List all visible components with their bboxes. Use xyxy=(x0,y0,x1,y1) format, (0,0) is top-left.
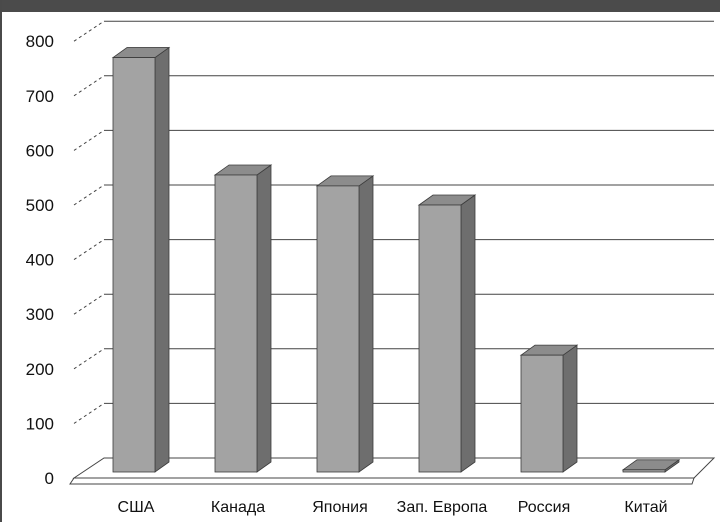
gridline-diagonal xyxy=(73,20,105,42)
bar-side xyxy=(154,46,170,473)
bar-side xyxy=(358,175,374,473)
y-tick-label: 400 xyxy=(26,251,54,270)
x-tick-label: Канада xyxy=(211,499,265,516)
y-tick-label: 100 xyxy=(26,414,54,433)
bar xyxy=(418,204,462,473)
bar xyxy=(112,57,156,473)
x-tick-label: Россия xyxy=(518,499,570,516)
y-axis-ticks: 0 100 200 300 400 500 600 700 800 xyxy=(26,32,54,488)
y-tick-label: 800 xyxy=(26,32,54,51)
chart-top-bar xyxy=(2,0,720,12)
x-tick-label: Китай xyxy=(624,499,667,516)
y-tick-label: 0 xyxy=(45,469,54,488)
bars xyxy=(111,46,681,473)
gridline-diagonal xyxy=(73,75,105,97)
y-tick-label: 700 xyxy=(26,87,54,106)
bar xyxy=(520,354,564,473)
y-tick-label: 500 xyxy=(26,196,54,215)
gridline-diagonal xyxy=(73,129,105,151)
gridline-diagonal xyxy=(73,184,105,206)
y-tick-label: 200 xyxy=(26,360,54,379)
x-tick-label: Зап. Европа xyxy=(397,499,488,516)
bar-side xyxy=(460,194,476,473)
bar xyxy=(316,185,360,473)
x-tick-label: Япония xyxy=(312,499,368,516)
x-axis-ticks: США Канада Япония Зап. Европа Россия Китай xyxy=(118,499,668,516)
gridline-diagonal xyxy=(73,239,105,261)
gridlines xyxy=(73,20,714,424)
floor-top xyxy=(72,457,716,479)
bar xyxy=(214,174,258,473)
gridline-diagonal xyxy=(73,348,105,370)
gridline-diagonal xyxy=(73,402,105,424)
floor-front xyxy=(69,477,695,485)
y-tick-label: 600 xyxy=(26,141,54,160)
bar xyxy=(622,469,666,473)
x-tick-label: США xyxy=(118,499,155,516)
bar-side xyxy=(562,344,578,473)
y-tick-label: 300 xyxy=(26,305,54,324)
bar-side xyxy=(256,164,272,473)
gridline-diagonal xyxy=(73,293,105,315)
